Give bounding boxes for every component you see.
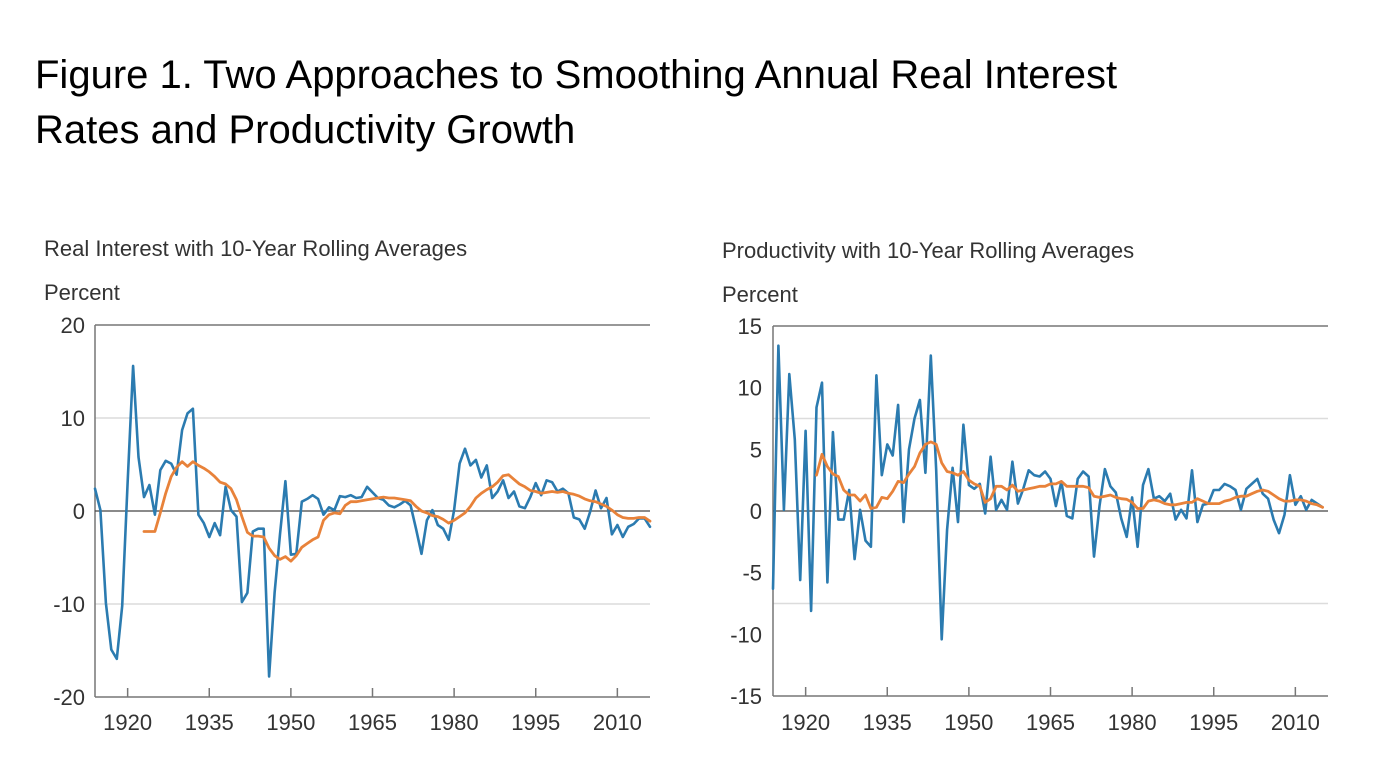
y-tick-label: 0 <box>750 499 762 524</box>
figure-title-line-1: Figure 1. Two Approaches to Smoothing An… <box>35 53 1118 97</box>
x-tick-label: 2010 <box>593 710 642 735</box>
y-tick-label: 20 <box>61 313 85 338</box>
x-tick-label: 1935 <box>185 710 234 735</box>
x-tick-label: 1965 <box>348 710 397 735</box>
annual-series-line <box>771 344 1324 641</box>
chart-2-y-axis-label: Percent <box>722 282 798 307</box>
figure-title-line-2: Rates and Productivity Growth <box>35 108 576 152</box>
x-tick-label: 1995 <box>1189 710 1238 735</box>
x-tick-label: 1965 <box>1026 710 1075 735</box>
x-tick-label: 1920 <box>781 710 830 735</box>
y-tick-label: 5 <box>750 437 762 462</box>
annual-series-line <box>93 364 652 678</box>
y-tick-label: -20 <box>53 685 85 710</box>
rolling-average-line <box>815 440 1324 510</box>
x-tick-label: 1980 <box>430 710 479 735</box>
productivity-chart: 15 10 5 0 -5 -10 -15 1920 1935 1950 1965 1980 1995 20… <box>730 314 1328 735</box>
x-tick-label: 1950 <box>266 710 315 735</box>
y-tick-label: -10 <box>730 622 762 647</box>
y-tick-label: -5 <box>742 561 762 586</box>
x-tick-label: 1920 <box>103 710 152 735</box>
x-tick-label: 1950 <box>944 710 993 735</box>
x-tick-label: 1980 <box>1108 710 1157 735</box>
chart-2-title: Productivity with 10-Year Rolling Averag… <box>722 238 1135 263</box>
x-tick-label: 1995 <box>511 710 560 735</box>
y-tick-label: 10 <box>738 376 762 401</box>
chart-1-y-axis-label: Percent <box>44 280 120 305</box>
figure-title: Figure 1. Two Approaches to Smoothing An… <box>35 48 1355 158</box>
y-tick-label: 10 <box>61 406 85 431</box>
y-tick-label: -15 <box>730 684 762 709</box>
y-tick-label: 15 <box>738 314 762 339</box>
rolling-average-line <box>142 460 652 563</box>
y-tick-label: 0 <box>73 499 85 524</box>
y-tick-label: -10 <box>53 592 85 617</box>
x-tick-label: 1935 <box>863 710 912 735</box>
x-tick-label: 2010 <box>1271 710 1320 735</box>
chart-1-title: Real Interest with 10-Year Rolling Avera… <box>44 236 468 261</box>
